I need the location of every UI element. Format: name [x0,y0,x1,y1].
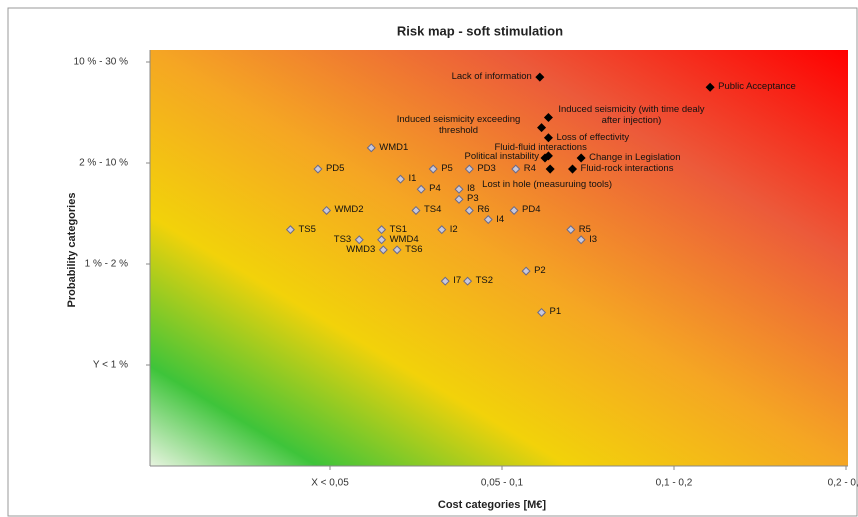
point-label: Lack of information [451,71,532,83]
y-tick-label: 10 % - 30 % [74,57,129,68]
point [411,205,421,215]
point [568,164,578,174]
point [463,276,473,286]
plot-background [150,50,848,466]
point-label: I2 [449,223,458,235]
point-label: Induced seismicity exceeding threshold [396,113,521,136]
x-tick-label: 0,05 - 0,1 [481,478,524,489]
point-label: Public Acceptance [718,81,796,93]
point [543,113,553,123]
point [377,235,387,245]
point-label: Fluid-fluid interactions [494,141,587,153]
point [440,276,450,286]
point-label: TS4 [424,204,442,216]
y-tick-label: 1 % - 2 % [85,259,128,270]
point-label: WMD4 [389,233,419,245]
point [576,235,586,245]
point-label: P5 [441,163,453,175]
point-label: WMD3 [346,243,376,255]
point-label: TS2 [475,275,494,287]
point [378,245,388,255]
point [428,164,438,174]
point-label: P4 [429,183,441,195]
point-label: I8 [467,183,475,195]
point [377,225,387,235]
point [543,133,553,143]
point [521,266,531,276]
point-label: TS6 [405,243,423,255]
point-label: P2 [534,265,546,277]
chart-title: Risk map - soft stimulation [397,23,563,38]
point [313,164,323,174]
point [285,225,295,235]
point-label: Fluid-rock interactions [580,163,674,175]
point [545,164,555,174]
point-label: P3 [467,193,479,205]
point-label: I1 [408,173,417,185]
point [464,164,474,174]
point-label: PD5 [325,163,345,175]
point [416,184,426,194]
y-tick-label: Y < 1 % [93,360,128,371]
point [392,245,402,255]
point-label: R6 [477,204,490,216]
point [354,235,364,245]
point-label: PD4 [522,204,541,216]
point-label: TS3 [333,233,352,245]
point-label: PD3 [477,163,496,175]
point-label: I4 [496,213,505,225]
point-label: Political instability [464,150,539,162]
point-label: TS1 [389,223,408,235]
point [566,225,576,235]
x-tick-label: X < 0,05 [311,478,349,489]
x-tick-label: 0,2 - 0,5 [828,478,858,489]
x-axis-title: Cost categories [M€] [438,499,547,511]
point [537,123,547,133]
point-label: WMD2 [334,204,364,216]
point [543,151,553,161]
point [322,205,332,215]
point [535,72,545,82]
point [705,82,715,92]
point-label: WMD1 [379,141,409,153]
point-label: R5 [578,223,591,235]
point [464,205,474,215]
point [396,174,406,184]
point-label: Induced seismicity (with time dealy afte… [558,103,705,126]
point-label: P1 [549,306,562,318]
point [511,164,521,174]
point-label: Change in Legislation [589,151,681,163]
point [509,205,519,215]
point [366,143,376,153]
point [537,307,547,317]
point-label: Lost in hole (measuruing tools) [482,179,613,191]
point [454,194,464,204]
point [576,153,586,163]
point-label: TS5 [298,223,316,235]
y-axis-title: Probability categories [66,193,78,308]
point [483,215,493,225]
point-label: Loss of effectivity [556,131,630,143]
point-label: I3 [589,233,598,245]
point-label: R4 [523,163,536,175]
y-tick-label: 2 % - 10 % [79,158,128,169]
point [454,184,464,194]
point-label: I7 [453,275,462,287]
x-tick-label: 0,1 - 0,2 [656,478,693,489]
point [437,225,447,235]
